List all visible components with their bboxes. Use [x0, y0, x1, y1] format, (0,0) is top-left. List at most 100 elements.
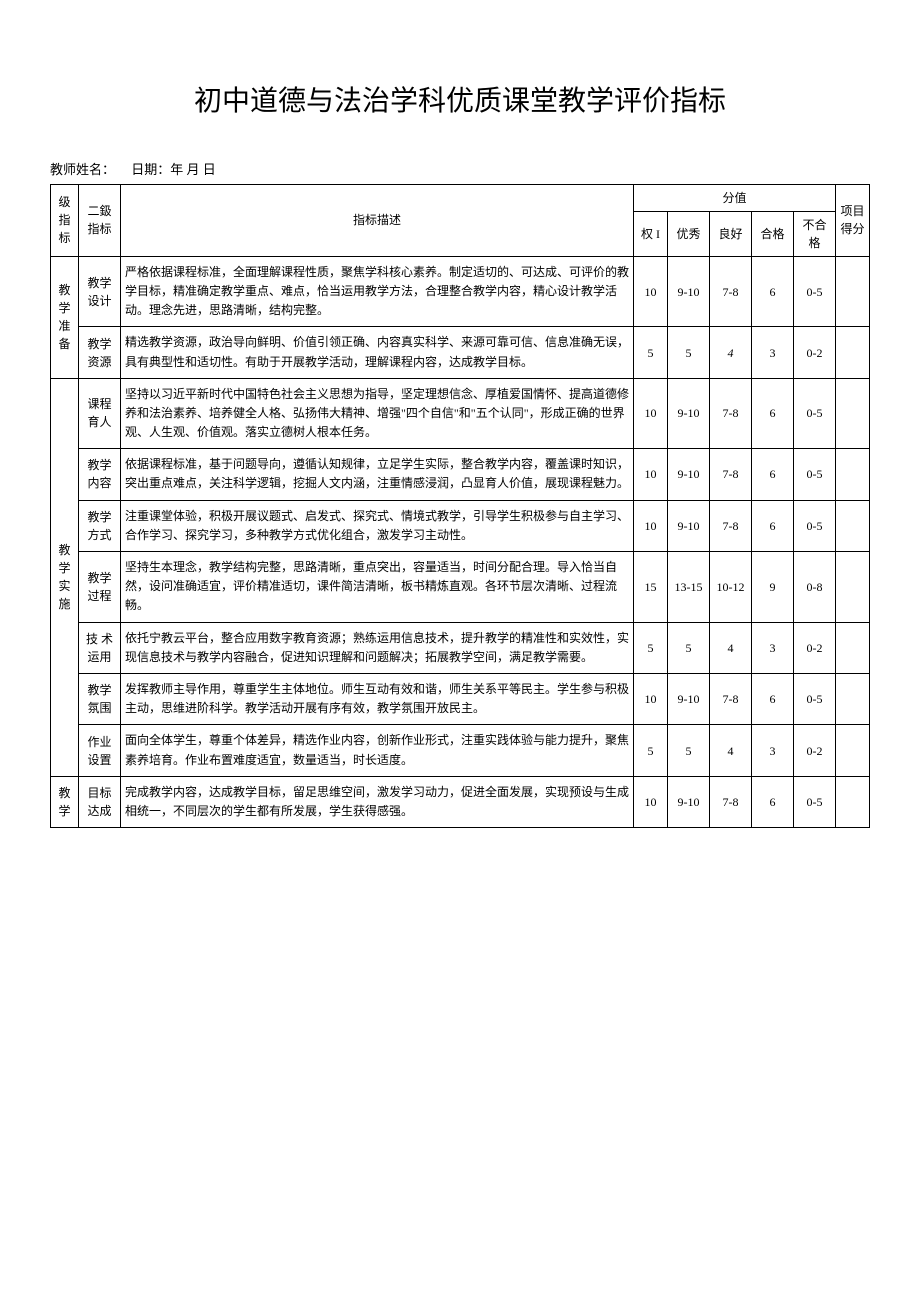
- weight-cell: 10: [634, 673, 668, 724]
- table-row: 作业设置面向全体学生，尊重个体差异，精选作业内容，创新作业形式，注重实践体验与能…: [51, 725, 870, 776]
- pass-cell: 3: [752, 622, 794, 673]
- excellent-cell: 9-10: [668, 449, 710, 500]
- fail-cell: 0-5: [794, 378, 836, 449]
- desc-cell: 面向全体学生，尊重个体差异，精选作业内容，创新作业形式，注重实践体验与能力提升，…: [121, 725, 634, 776]
- desc-cell: 严格依据课程标准，全面理解课程性质，聚焦学科核心素养。制定适切的、可达成、可评价…: [121, 256, 634, 327]
- good-cell: 10-12: [710, 552, 752, 623]
- good-cell: 4: [710, 622, 752, 673]
- level2-cell: 目标达成: [79, 776, 121, 827]
- pass-cell: 3: [752, 725, 794, 776]
- item-score-cell: [836, 378, 870, 449]
- pass-cell: 6: [752, 500, 794, 551]
- date-label: 日期：年 月 日: [131, 162, 216, 177]
- table-row: 教学过程坚持生本理念，教学结构完整，思路清晰，重点突出，容量适当，时间分配合理。…: [51, 552, 870, 623]
- item-score-cell: [836, 776, 870, 827]
- fail-cell: 0-2: [794, 327, 836, 378]
- weight-cell: 10: [634, 449, 668, 500]
- level1-cell: 教学准备: [51, 256, 79, 378]
- good-cell: 7-8: [710, 378, 752, 449]
- weight-cell: 15: [634, 552, 668, 623]
- level2-cell: 教学氛围: [79, 673, 121, 724]
- item-score-cell: [836, 552, 870, 623]
- good-cell: 7-8: [710, 776, 752, 827]
- level2-cell: 技 术运用: [79, 622, 121, 673]
- table-row: 教学资源精选教学资源，政治导向鲜明、价值引领正确、内容真实科学、来源可靠可信、信…: [51, 327, 870, 378]
- item-score-cell: [836, 327, 870, 378]
- pass-cell: 6: [752, 449, 794, 500]
- good-cell: 7-8: [710, 449, 752, 500]
- good-cell: 4: [710, 725, 752, 776]
- hdr-score-group: 分值: [634, 184, 836, 211]
- desc-cell: 注重课堂体验，积极开展议题式、启发式、探究式、情境式教学，引导学生积极参与自主学…: [121, 500, 634, 551]
- excellent-cell: 5: [668, 622, 710, 673]
- rubric-table: 级指标 二鈒指标 指标描述 分值 项目得分 权 I 优秀 良好 合格 不合格 教…: [50, 184, 870, 828]
- table-row: 教学目标达成完成教学内容，达成教学目标，留足思维空间，激发学习动力，促进全面发展…: [51, 776, 870, 827]
- pass-cell: 6: [752, 673, 794, 724]
- excellent-cell: 9-10: [668, 378, 710, 449]
- pass-cell: 3: [752, 327, 794, 378]
- hdr-good: 良好: [710, 211, 752, 256]
- table-body: 教学准备教学设计严格依据课程标准，全面理解课程性质，聚焦学科核心素养。制定适切的…: [51, 256, 870, 827]
- item-score-cell: [836, 449, 870, 500]
- table-row: 技 术运用依托宁教云平台，整合应用数字教育资源；熟练运用信息技术，提升教学的精准…: [51, 622, 870, 673]
- hdr-weight: 权 I: [634, 211, 668, 256]
- excellent-cell: 9-10: [668, 673, 710, 724]
- teacher-label: 教师姓名：: [50, 162, 115, 177]
- desc-cell: 坚持生本理念，教学结构完整，思路清晰，重点突出，容量适当，时间分配合理。导入恰当…: [121, 552, 634, 623]
- excellent-cell: 13-15: [668, 552, 710, 623]
- level2-cell: 教学设计: [79, 256, 121, 327]
- excellent-cell: 5: [668, 327, 710, 378]
- excellent-cell: 9-10: [668, 256, 710, 327]
- good-cell: 7-8: [710, 500, 752, 551]
- table-row: 教学方式注重课堂体验，积极开展议题式、启发式、探究式、情境式教学，引导学生积极参…: [51, 500, 870, 551]
- weight-cell: 5: [634, 725, 668, 776]
- fail-cell: 0-5: [794, 449, 836, 500]
- hdr-item-score: 项目得分: [836, 184, 870, 256]
- desc-cell: 精选教学资源，政治导向鲜明、价值引领正确、内容真实科学、来源可靠可信、信息准确无…: [121, 327, 634, 378]
- level2-cell: 教学过程: [79, 552, 121, 623]
- item-score-cell: [836, 673, 870, 724]
- header-row-1: 级指标 二鈒指标 指标描述 分值 项目得分: [51, 184, 870, 211]
- pass-cell: 6: [752, 776, 794, 827]
- weight-cell: 10: [634, 378, 668, 449]
- fail-cell: 0-5: [794, 500, 836, 551]
- fail-cell: 0-2: [794, 725, 836, 776]
- meta-line: 教师姓名： 日期：年 月 日: [50, 159, 870, 178]
- pass-cell: 6: [752, 378, 794, 449]
- excellent-cell: 9-10: [668, 776, 710, 827]
- hdr-excellent: 优秀: [668, 211, 710, 256]
- good-cell: 7-8: [710, 256, 752, 327]
- table-row: 教学氛围发挥教师主导作用，尊重学生主体地位。师生互动有效和谐，师生关系平等民主。…: [51, 673, 870, 724]
- desc-cell: 发挥教师主导作用，尊重学生主体地位。师生互动有效和谐，师生关系平等民主。学生参与…: [121, 673, 634, 724]
- pass-cell: 9: [752, 552, 794, 623]
- table-row: 教学准备教学设计严格依据课程标准，全面理解课程性质，聚焦学科核心素养。制定适切的…: [51, 256, 870, 327]
- level2-cell: 课程育人: [79, 378, 121, 449]
- desc-cell: 完成教学内容，达成教学目标，留足思维空间，激发学习动力，促进全面发展，实现预设与…: [121, 776, 634, 827]
- fail-cell: 0-5: [794, 673, 836, 724]
- excellent-cell: 5: [668, 725, 710, 776]
- level2-cell: 教学内容: [79, 449, 121, 500]
- level2-cell: 教学资源: [79, 327, 121, 378]
- item-score-cell: [836, 256, 870, 327]
- hdr-level2: 二鈒指标: [79, 184, 121, 256]
- level2-cell: 作业设置: [79, 725, 121, 776]
- page-title: 初中道德与法治学科优质课堂教学评价指标: [50, 79, 870, 119]
- weight-cell: 10: [634, 776, 668, 827]
- weight-cell: 10: [634, 500, 668, 551]
- weight-cell: 5: [634, 622, 668, 673]
- level1-cell: 教学实施: [51, 378, 79, 776]
- item-score-cell: [836, 622, 870, 673]
- desc-cell: 依据课程标准，基于问题导向，遵循认知规律，立足学生实际，整合教学内容，覆盖课时知…: [121, 449, 634, 500]
- desc-cell: 坚持以习近平新时代中国特色社会主义思想为指导，坚定理想信念、厚植爱国情怀、提高道…: [121, 378, 634, 449]
- desc-cell: 依托宁教云平台，整合应用数字教育资源；熟练运用信息技术，提升教学的精准性和实效性…: [121, 622, 634, 673]
- fail-cell: 0-2: [794, 622, 836, 673]
- hdr-pass: 合格: [752, 211, 794, 256]
- table-row: 教学实施课程育人坚持以习近平新时代中国特色社会主义思想为指导，坚定理想信念、厚植…: [51, 378, 870, 449]
- level2-cell: 教学方式: [79, 500, 121, 551]
- fail-cell: 0-8: [794, 552, 836, 623]
- item-score-cell: [836, 725, 870, 776]
- level1-cell: 教学: [51, 776, 79, 827]
- weight-cell: 10: [634, 256, 668, 327]
- good-cell: 4: [710, 327, 752, 378]
- fail-cell: 0-5: [794, 776, 836, 827]
